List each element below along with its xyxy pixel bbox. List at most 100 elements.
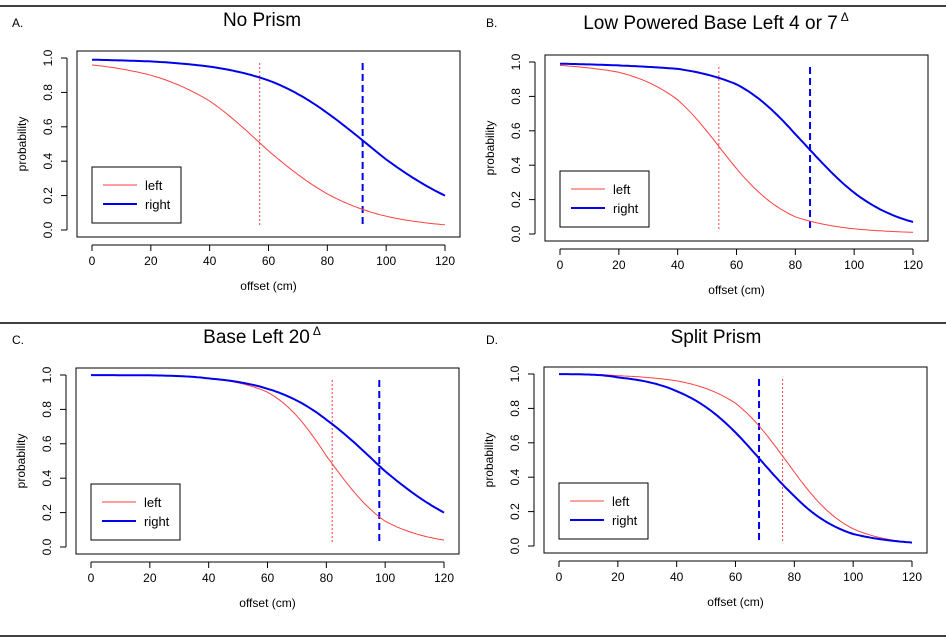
panel-letter: D.	[486, 333, 498, 347]
x-tick-label: 20	[143, 571, 157, 585]
x-tick-label: 80	[788, 570, 802, 584]
legend-label-right: right	[145, 197, 171, 212]
y-tick-label: 0.2	[509, 191, 523, 208]
y-axis: 0.0 0.2 0.4 0.6 0.8 1.0	[40, 366, 67, 555]
series-right-line	[559, 373, 913, 544]
x-tick-label: 60	[261, 571, 275, 585]
y-axis-label: probability	[482, 433, 496, 488]
x-axis-label: offset (cm)	[239, 596, 295, 610]
x-tick-label: 120	[903, 258, 923, 272]
y-tick-label: 0.0	[509, 225, 523, 242]
y-tick-label: 0.0	[40, 538, 54, 555]
panels: A. No Prism 0 20 40 60 80 100 120 offset (cm) 0.0 0…	[12, 10, 929, 610]
x-axis: 0 20 40 60 80 100 120	[556, 560, 922, 584]
y-axis-label: probability	[483, 121, 497, 176]
y-tick-label: 1.0	[40, 366, 54, 383]
y-tick-label: 0.2	[508, 503, 522, 520]
x-tick-label: 40	[202, 571, 216, 585]
y-tick-label: 1.0	[41, 49, 55, 66]
legend: left right	[558, 482, 649, 540]
legend: left right	[91, 166, 182, 224]
plot-frame	[75, 367, 460, 555]
legend: left right	[559, 170, 650, 228]
x-tick-label: 100	[375, 571, 395, 585]
chart-panel-b: B. Low Powered Base Left 4 or 7 Δ 0 20 40 60 80…	[483, 10, 929, 297]
x-tick-label: 20	[611, 570, 625, 584]
plot-frame	[76, 50, 461, 238]
y-tick-label: 0.8	[509, 88, 523, 105]
x-tick-label: 0	[88, 571, 95, 585]
plot-frame	[544, 54, 929, 242]
legend-label-right: right	[144, 514, 170, 529]
legend-box	[559, 170, 650, 228]
x-tick-label: 80	[789, 258, 803, 272]
x-tick-label: 120	[434, 571, 454, 585]
x-tick-label: 80	[321, 254, 335, 268]
x-axis: 0 20 40 60 80 100 120	[557, 248, 923, 272]
x-tick-label: 60	[729, 570, 743, 584]
legend-box	[91, 166, 182, 224]
plot-frame	[543, 366, 928, 554]
chart-title-text: Low Powered Base Left 4 or 7	[583, 13, 838, 34]
legend-box	[90, 483, 181, 541]
series-left-line	[559, 64, 914, 233]
chart-title: Split Prism	[671, 327, 762, 348]
y-tick-label: 0.8	[41, 84, 55, 101]
legend: left right	[90, 483, 181, 541]
x-tick-label: 20	[144, 254, 158, 268]
chart-title-superscript: Δ	[313, 324, 321, 338]
x-tick-label: 100	[376, 254, 396, 268]
y-tick-label: 0.2	[41, 187, 55, 204]
y-tick-label: 0.0	[508, 537, 522, 554]
x-tick-label: 60	[730, 258, 744, 272]
x-axis-label: offset (cm)	[707, 595, 763, 609]
legend-box	[558, 482, 649, 540]
panel-letter: C.	[12, 333, 24, 347]
chart-title-superscript: Δ	[841, 10, 849, 24]
x-tick-label: 20	[612, 258, 626, 272]
series-right-line	[559, 62, 914, 223]
x-tick-label: 40	[671, 258, 685, 272]
y-tick-label: 0.4	[40, 470, 54, 487]
legend-label-left: left	[144, 495, 162, 510]
chart-title-text: No Prism	[223, 10, 301, 31]
chart-panel-c: C. Base Left 20 Δ 0 20 40 60 80 100 120 offset (cm…	[12, 324, 460, 610]
x-tick-label: 0	[557, 258, 564, 272]
legend-label-left: left	[613, 182, 631, 197]
panel-letter: B.	[486, 16, 497, 30]
legend-label-right: right	[613, 201, 639, 216]
y-tick-label: 0.8	[40, 401, 54, 418]
y-tick-label: 0.6	[508, 434, 522, 451]
y-axis: 0.0 0.2 0.4 0.6 0.8 1.0	[508, 365, 535, 554]
chart-title-text: Base Left 20	[203, 327, 310, 348]
x-tick-label: 40	[670, 570, 684, 584]
y-axis-label: probability	[14, 434, 28, 489]
chart-title: No Prism	[223, 10, 301, 31]
y-tick-label: 0.6	[509, 122, 523, 139]
y-tick-label: 1.0	[509, 53, 523, 70]
x-tick-label: 40	[203, 254, 217, 268]
legend-label-right: right	[612, 513, 638, 528]
x-tick-label: 0	[89, 254, 96, 268]
series-right-line	[91, 58, 446, 197]
y-axis: 0.0 0.2 0.4 0.6 0.8 1.0	[41, 49, 68, 238]
x-tick-label: 100	[844, 258, 864, 272]
x-tick-label: 60	[262, 254, 276, 268]
legend-label-left: left	[612, 494, 630, 509]
x-axis-label: offset (cm)	[708, 283, 764, 297]
y-tick-label: 1.0	[508, 365, 522, 382]
x-tick-label: 120	[435, 254, 455, 268]
y-tick-label: 0.4	[509, 157, 523, 174]
series-left-line	[91, 64, 446, 226]
x-tick-label: 120	[902, 570, 922, 584]
y-axis-label: probability	[15, 117, 29, 172]
series-right-line	[91, 374, 445, 514]
x-axis-label: offset (cm)	[240, 279, 296, 293]
y-tick-label: 0.8	[508, 400, 522, 417]
x-tick-label: 80	[320, 571, 334, 585]
y-tick-label: 0.6	[41, 118, 55, 135]
panel-letter: A.	[12, 16, 23, 30]
